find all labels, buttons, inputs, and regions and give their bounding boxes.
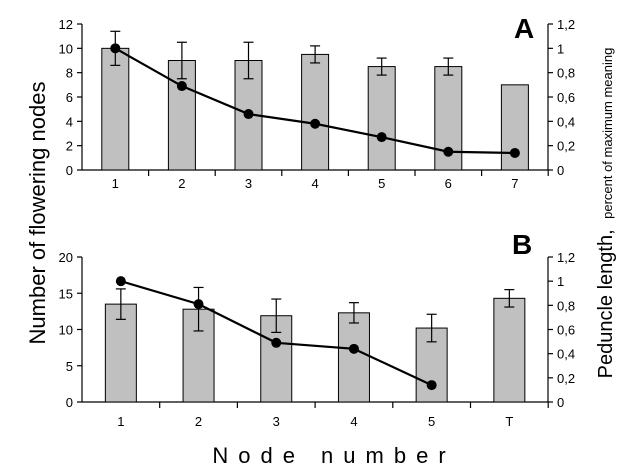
panel-b-bar bbox=[104, 303, 137, 403]
panel-a-bar bbox=[301, 53, 330, 171]
panel-a-ytick-right-label: 1,2 bbox=[557, 17, 575, 32]
panel-a-line-point bbox=[243, 109, 254, 120]
panel-a-xtick-label: 5 bbox=[378, 176, 385, 191]
panel-b-xtick-label: 1 bbox=[117, 414, 124, 429]
panel-b-xtick-label: 3 bbox=[273, 414, 280, 429]
panel-a-xtick-label: 1 bbox=[112, 176, 119, 191]
panel-b-xtick-label: 5 bbox=[428, 414, 435, 429]
panel-b-bar bbox=[337, 312, 370, 403]
panel-b-letter: B bbox=[512, 229, 532, 260]
panel-a-bar bbox=[101, 47, 130, 171]
panel-b-ytick-left-label: 0 bbox=[66, 395, 73, 410]
panel-a-line-point bbox=[443, 146, 454, 157]
panel-a-ytick-right-label: 0,4 bbox=[557, 114, 575, 129]
panel-b-line-point bbox=[426, 380, 437, 391]
panel-a-xtick-label: 6 bbox=[445, 176, 452, 191]
panel-a-xtick-label: 2 bbox=[178, 176, 185, 191]
panel-b-bar bbox=[493, 297, 526, 403]
panel-a-line-point bbox=[509, 147, 520, 158]
y-axis-label-right-main: Peduncle length, bbox=[595, 229, 617, 378]
svg-text:Peduncle length, percent: Peduncle length, percent of maximum mean… bbox=[595, 48, 617, 379]
panel-a-ytick-left-label: 10 bbox=[59, 41, 73, 56]
panel-b-line-point bbox=[348, 343, 359, 354]
panel-a-ytick-right-label: 0,6 bbox=[557, 90, 575, 105]
panel-a-ytick-left-label: 8 bbox=[66, 66, 73, 81]
panel-b-ytick-left-label: 5 bbox=[66, 359, 73, 374]
x-axis-label: Node number bbox=[212, 443, 455, 467]
panel-a-ytick-left-label: 4 bbox=[66, 114, 73, 129]
panel-a-line-point bbox=[110, 43, 121, 54]
panel-b-xtick-label: T bbox=[505, 414, 513, 429]
panel-b-xtick-label: 4 bbox=[350, 414, 357, 429]
panel-a-ytick-right-label: 0 bbox=[557, 163, 564, 178]
y-axis-label-right: Peduncle length, percent of maximum mean… bbox=[595, 48, 617, 379]
panel-b-line-point bbox=[115, 276, 126, 287]
panel-b-line-point bbox=[193, 299, 204, 310]
panel-a-xtick-label: 7 bbox=[511, 176, 518, 191]
panel-b-ytick-right-label: 0 bbox=[557, 395, 564, 410]
panel-b-marks: 0 5 10 15 20 0 0,2 0,4 0,6 0,8 1 1,2 1 2 3 4 5 T bbox=[59, 250, 576, 429]
panel-b-ytick-right-label: 0,4 bbox=[557, 347, 575, 362]
y-axis-label-left: Number of flowering nodes bbox=[25, 82, 50, 345]
panel-a-line-point bbox=[376, 132, 387, 143]
panel-a-bar bbox=[367, 66, 396, 171]
panel-a-ytick-left-label: 0 bbox=[66, 163, 73, 178]
panel-a-xtick-label: 3 bbox=[245, 176, 252, 191]
panel-a-ytick-left-label: 6 bbox=[66, 90, 73, 105]
panel-b-ytick-right-label: 1 bbox=[557, 274, 564, 289]
panel-b-chart: 0 5 10 15 20 0 0,2 0,4 0,6 0,8 1 1,2 1 2 3 4 5 T B bbox=[59, 229, 576, 429]
y-axis-label-right-sub: percent of maximum meaning bbox=[600, 48, 615, 219]
panel-a-line-point bbox=[176, 81, 187, 92]
panel-b-ytick-left-label: 15 bbox=[59, 286, 73, 301]
panel-b-xtick-label: 2 bbox=[195, 414, 202, 429]
panel-b-ytick-right-label: 1,2 bbox=[557, 250, 575, 265]
panel-a-ytick-left-label: 2 bbox=[66, 139, 73, 154]
panel-b-ytick-right-label: 0,6 bbox=[557, 323, 575, 338]
panel-b-ytick-left-label: 10 bbox=[59, 323, 73, 338]
panel-b-ytick-left-label: 20 bbox=[59, 250, 73, 265]
panel-a-letter: A bbox=[514, 13, 534, 44]
panel-a-ytick-right-label: 1 bbox=[557, 41, 564, 56]
panel-a-line-point bbox=[310, 118, 321, 129]
panel-a-ytick-right-label: 0,8 bbox=[557, 66, 575, 81]
panel-b-ytick-right-label: 0,2 bbox=[557, 371, 575, 386]
panel-a-xtick-label: 4 bbox=[311, 176, 318, 191]
panel-b-ytick-right-label: 0,8 bbox=[557, 298, 575, 313]
panel-a-ytick-left-label: 12 bbox=[59, 17, 73, 32]
panel-b-line-point bbox=[271, 337, 282, 348]
panel-a-ytick-right-label: 0,2 bbox=[557, 139, 575, 154]
